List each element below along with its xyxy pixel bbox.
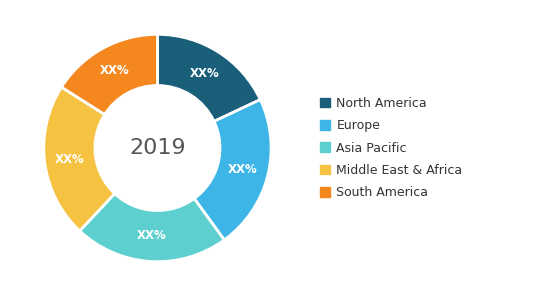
Text: XX%: XX% [100,64,130,77]
Text: 2019: 2019 [129,138,186,158]
Wedge shape [194,100,271,240]
Text: XX%: XX% [228,163,258,176]
Wedge shape [157,34,260,121]
Text: XX%: XX% [55,152,85,165]
Text: XX%: XX% [190,67,219,80]
Wedge shape [61,34,157,115]
Wedge shape [44,87,115,231]
Wedge shape [80,194,224,262]
Legend: North America, Europe, Asia Pacific, Middle East & Africa, South America: North America, Europe, Asia Pacific, Mid… [320,97,463,199]
Text: XX%: XX% [137,229,167,242]
